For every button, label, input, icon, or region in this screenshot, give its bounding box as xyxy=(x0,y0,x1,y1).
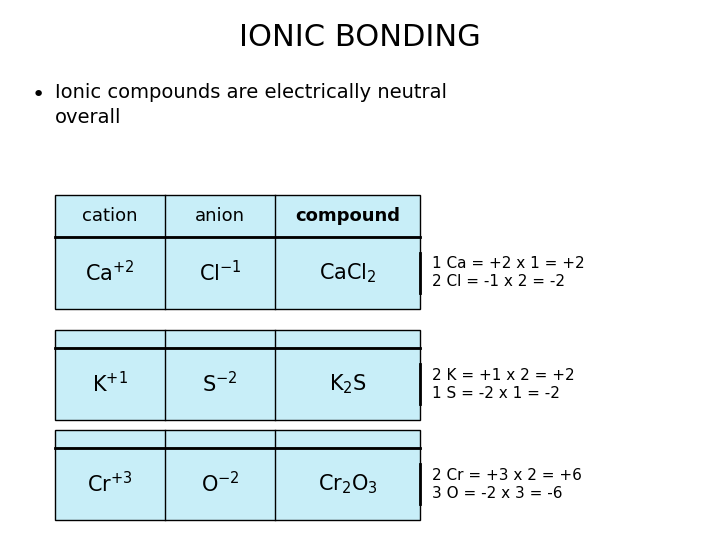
Text: cation: cation xyxy=(82,207,138,225)
Text: anion: anion xyxy=(195,207,245,225)
Text: CaCl$_2$: CaCl$_2$ xyxy=(318,261,377,285)
Text: O$^{-2}$: O$^{-2}$ xyxy=(201,471,239,497)
Text: 2 K = +1 x 2 = +2: 2 K = +1 x 2 = +2 xyxy=(432,368,575,382)
Text: Cr$_2$O$_3$: Cr$_2$O$_3$ xyxy=(318,472,377,496)
Text: 2 Cl = -1 x 2 = -2: 2 Cl = -1 x 2 = -2 xyxy=(432,274,565,289)
Text: K$_2$S: K$_2$S xyxy=(328,372,366,396)
Bar xyxy=(55,330,420,348)
Text: Cr$^{+3}$: Cr$^{+3}$ xyxy=(87,471,132,497)
Text: Cl$^{-1}$: Cl$^{-1}$ xyxy=(199,260,241,286)
Text: 1 Ca = +2 x 1 = +2: 1 Ca = +2 x 1 = +2 xyxy=(432,256,585,272)
Text: compound: compound xyxy=(295,207,400,225)
Text: K$^{+1}$: K$^{+1}$ xyxy=(92,372,128,396)
Text: S$^{-2}$: S$^{-2}$ xyxy=(202,372,238,396)
Text: •: • xyxy=(32,85,45,105)
Text: Ca$^{+2}$: Ca$^{+2}$ xyxy=(85,260,135,286)
Text: 1 S = -2 x 1 = -2: 1 S = -2 x 1 = -2 xyxy=(432,386,560,401)
Text: IONIC BONDING: IONIC BONDING xyxy=(239,24,481,52)
Bar xyxy=(55,430,420,448)
Text: 2 Cr = +3 x 2 = +6: 2 Cr = +3 x 2 = +6 xyxy=(432,468,582,483)
Bar xyxy=(55,448,420,520)
Bar xyxy=(55,195,420,237)
Text: Ionic compounds are electrically neutral: Ionic compounds are electrically neutral xyxy=(55,83,447,102)
Bar xyxy=(55,348,420,420)
Bar xyxy=(55,237,420,309)
Text: 3 O = -2 x 3 = -6: 3 O = -2 x 3 = -6 xyxy=(432,485,562,501)
Text: overall: overall xyxy=(55,108,122,127)
